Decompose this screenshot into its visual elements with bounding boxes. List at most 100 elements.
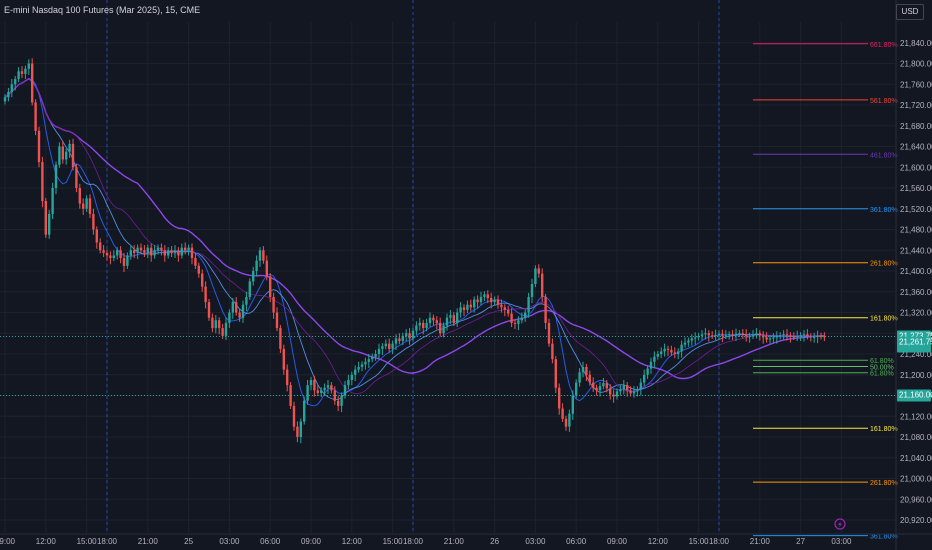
candle[interactable]	[785, 329, 789, 341]
candle[interactable]	[724, 330, 727, 339]
candle[interactable]	[765, 332, 768, 343]
candle[interactable]	[768, 335, 772, 344]
candle[interactable]	[374, 349, 377, 361]
candle[interactable]	[558, 383, 561, 415]
candle[interactable]	[139, 243, 143, 254]
candle[interactable]	[408, 328, 411, 345]
candle[interactable]	[717, 330, 721, 341]
candle[interactable]	[119, 246, 122, 264]
candle[interactable]	[609, 384, 612, 400]
candle[interactable]	[544, 293, 547, 330]
candle[interactable]	[248, 278, 251, 301]
candle[interactable]	[792, 332, 795, 341]
candle[interactable]	[184, 242, 187, 255]
candle[interactable]	[44, 197, 47, 238]
candle[interactable]	[490, 292, 493, 309]
candle[interactable]	[476, 295, 479, 309]
candle[interactable]	[299, 418, 302, 444]
candle[interactable]	[595, 384, 598, 396]
candle[interactable]	[745, 329, 748, 342]
candle[interactable]	[459, 302, 462, 318]
candle[interactable]	[371, 353, 374, 363]
candle[interactable]	[354, 365, 357, 381]
candle[interactable]	[428, 312, 432, 328]
candle[interactable]	[758, 330, 761, 341]
candle[interactable]	[598, 382, 602, 397]
candle[interactable]	[527, 292, 530, 318]
candle[interactable]	[231, 297, 234, 319]
candle[interactable]	[656, 350, 659, 360]
candle[interactable]	[391, 340, 394, 355]
candle[interactable]	[75, 164, 78, 193]
candle[interactable]	[207, 299, 211, 321]
candle[interactable]	[782, 330, 785, 340]
candle[interactable]	[728, 331, 731, 340]
candle[interactable]	[82, 198, 85, 215]
candle[interactable]	[626, 382, 629, 397]
candle[interactable]	[41, 156, 44, 208]
candle[interactable]	[496, 295, 500, 309]
candle[interactable]	[309, 376, 313, 391]
candle[interactable]	[547, 318, 551, 347]
candle[interactable]	[799, 332, 802, 342]
candle[interactable]	[377, 343, 381, 360]
candle[interactable]	[585, 363, 588, 381]
candle[interactable]	[143, 245, 146, 258]
candle[interactable]	[398, 333, 401, 345]
candle[interactable]	[442, 322, 445, 338]
candle[interactable]	[316, 385, 319, 397]
candle[interactable]	[622, 379, 625, 395]
candle[interactable]	[639, 378, 642, 396]
candle[interactable]	[37, 126, 41, 168]
price-axis[interactable]: 21,840.00 21,800.00 21,760.00 21,720.00 21,6…	[895, 0, 932, 550]
candle[interactable]	[170, 246, 173, 258]
candle[interactable]	[823, 332, 826, 342]
candle[interactable]	[384, 339, 387, 350]
candle[interactable]	[255, 255, 258, 277]
candle[interactable]	[102, 245, 105, 258]
candle[interactable]	[292, 401, 296, 431]
candle[interactable]	[677, 348, 680, 360]
candle[interactable]	[34, 99, 37, 136]
candle[interactable]	[61, 141, 64, 164]
candle[interactable]	[704, 328, 707, 340]
candle[interactable]	[422, 319, 425, 335]
candles[interactable]	[3, 58, 826, 444]
candle[interactable]	[228, 309, 231, 329]
candle[interactable]	[51, 182, 54, 220]
candle[interactable]	[92, 208, 95, 235]
candle[interactable]	[452, 311, 455, 327]
candle[interactable]	[789, 332, 792, 343]
candle[interactable]	[381, 343, 384, 356]
candle[interactable]	[694, 332, 697, 345]
candle[interactable]	[524, 309, 527, 322]
candle[interactable]	[177, 247, 180, 262]
candle[interactable]	[218, 317, 221, 335]
candle[interactable]	[673, 347, 676, 359]
candle[interactable]	[323, 383, 326, 396]
candle[interactable]	[796, 330, 799, 342]
candle[interactable]	[109, 251, 112, 265]
candle[interactable]	[258, 247, 262, 267]
candle[interactable]	[105, 249, 109, 261]
candle[interactable]	[473, 296, 476, 313]
candle[interactable]	[153, 245, 156, 259]
candle[interactable]	[666, 345, 670, 357]
candle[interactable]	[561, 403, 564, 422]
candle[interactable]	[588, 370, 591, 386]
candle[interactable]	[241, 300, 245, 323]
candle[interactable]	[326, 379, 330, 394]
candle[interactable]	[775, 331, 778, 344]
candle[interactable]	[279, 324, 282, 353]
candle[interactable]	[136, 244, 139, 260]
candle[interactable]	[347, 374, 350, 390]
candle[interactable]	[748, 332, 751, 343]
candle[interactable]	[738, 330, 741, 337]
candle[interactable]	[337, 395, 340, 412]
candle[interactable]	[180, 243, 183, 259]
candle[interactable]	[813, 332, 816, 343]
candle[interactable]	[418, 317, 421, 331]
candle[interactable]	[697, 332, 700, 341]
candle[interactable]	[201, 269, 204, 292]
candle[interactable]	[660, 347, 663, 359]
